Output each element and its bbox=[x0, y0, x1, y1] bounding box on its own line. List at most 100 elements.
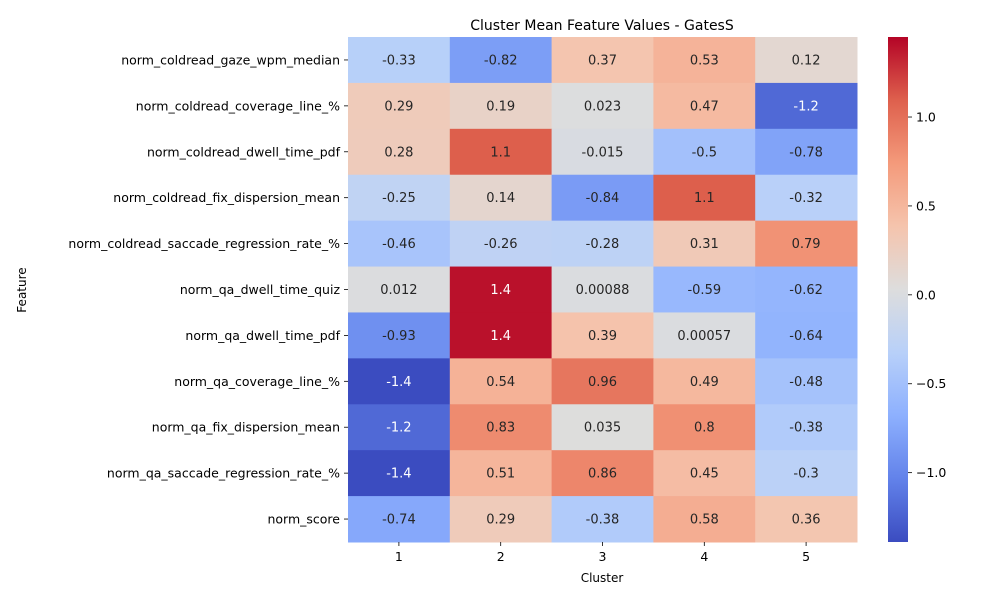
cell-value-label: 0.51 bbox=[486, 467, 515, 482]
heatmap-cell bbox=[348, 82, 451, 130]
cell-value-label: -1.2 bbox=[386, 421, 411, 436]
heatmap-cell bbox=[449, 266, 553, 313]
heatmap-cell bbox=[653, 82, 756, 130]
heatmap-cell bbox=[653, 174, 756, 222]
heatmap-cell bbox=[348, 37, 451, 84]
heatmap-cell bbox=[653, 496, 756, 543]
colorbar-tick-label: −1.0 bbox=[916, 465, 946, 480]
cell-value-label: -1.4 bbox=[386, 375, 411, 390]
heatmap-cell bbox=[551, 174, 654, 222]
heatmap-cell bbox=[755, 496, 858, 543]
heatmap-cell bbox=[348, 450, 451, 497]
colorbar: 1.0 0.5 0.0 −0.5 −1.0 bbox=[888, 37, 946, 542]
cell-value-label: -1.2 bbox=[793, 99, 818, 114]
heatmap-cell bbox=[348, 312, 451, 359]
cell-value-label: -0.32 bbox=[789, 191, 823, 206]
cell-value-label: 0.29 bbox=[486, 513, 515, 528]
cell-value-label: -0.33 bbox=[382, 53, 416, 68]
heatmap-cell bbox=[449, 358, 553, 405]
heatmap-cell bbox=[449, 37, 553, 84]
heatmap-cell bbox=[449, 128, 553, 176]
cell-value-label: 0.012 bbox=[380, 283, 417, 298]
heatmap-cell bbox=[653, 128, 756, 176]
cell-value-label: 0.14 bbox=[486, 191, 515, 206]
heatmap-cell bbox=[551, 37, 654, 84]
cell-value-label: 0.36 bbox=[792, 513, 821, 528]
heatmap-cell bbox=[755, 220, 858, 268]
x-tick-label: 3 bbox=[599, 549, 607, 564]
x-tick-label: 5 bbox=[802, 549, 810, 564]
cell-value-label: 0.47 bbox=[690, 99, 719, 114]
heatmap-cell bbox=[551, 266, 654, 313]
heatmap-cell bbox=[449, 496, 553, 543]
cell-value-label: 0.035 bbox=[584, 421, 621, 436]
heatmap-cell bbox=[755, 37, 858, 84]
heatmap-cell bbox=[653, 266, 756, 313]
y-tick-label: norm_coldread_dwell_time_pdf bbox=[147, 144, 341, 159]
heatmap-cell bbox=[653, 358, 756, 405]
heatmap-cell bbox=[348, 496, 451, 543]
heatmap-cell bbox=[449, 312, 553, 359]
cell-value-label: 0.37 bbox=[588, 53, 617, 68]
y-axis-label: Feature bbox=[15, 267, 29, 312]
cell-value-label: -0.48 bbox=[789, 375, 823, 390]
cell-value-label: 0.58 bbox=[690, 513, 719, 528]
y-tick-label: norm_coldread_coverage_line_% bbox=[136, 98, 340, 113]
cell-value-label: 0.00088 bbox=[576, 283, 630, 298]
cell-value-label: 0.53 bbox=[690, 53, 719, 68]
cell-value-label: 0.31 bbox=[690, 237, 719, 252]
heatmap-cell bbox=[551, 404, 654, 451]
cell-value-label: -0.82 bbox=[484, 53, 518, 68]
heatmap-cell bbox=[551, 358, 654, 405]
heatmap-cell bbox=[449, 220, 553, 268]
y-tick-label: norm_coldread_gaze_wpm_median bbox=[121, 52, 340, 67]
heatmap-cell bbox=[348, 404, 451, 451]
heatmap-cell bbox=[449, 82, 553, 130]
heatmap-cell bbox=[551, 496, 654, 543]
y-tick-labels: norm_coldread_gaze_wpm_median norm_coldre… bbox=[68, 52, 348, 527]
colorbar-tick-label: 0.0 bbox=[916, 287, 936, 302]
heatmap-cell bbox=[755, 128, 858, 176]
x-tick-label: 1 bbox=[395, 549, 403, 564]
cell-value-label: 0.29 bbox=[384, 99, 413, 114]
heatmap-cell bbox=[449, 404, 553, 451]
colorbar-gradient bbox=[888, 37, 908, 542]
y-tick-label: norm_coldread_saccade_regression_rate_% bbox=[68, 236, 340, 251]
heatmap-cell bbox=[755, 174, 858, 222]
cell-value-label: 0.28 bbox=[384, 145, 413, 160]
cell-value-label: -0.015 bbox=[582, 145, 624, 160]
cell-value-label: 0.00057 bbox=[677, 329, 731, 344]
heatmap-cell bbox=[348, 174, 451, 222]
y-tick-label: norm_coldread_fix_dispersion_mean bbox=[113, 190, 340, 205]
cell-value-label: 0.96 bbox=[588, 375, 617, 390]
heatmap-cell bbox=[551, 128, 654, 176]
cell-value-label: 1.4 bbox=[490, 283, 511, 298]
y-tick-label: norm_qa_dwell_time_pdf bbox=[185, 328, 340, 343]
x-tick-label: 4 bbox=[700, 549, 708, 564]
y-tick-label: norm_qa_coverage_line_% bbox=[174, 374, 340, 389]
heatmap-cell bbox=[755, 312, 858, 359]
cell-value-label: 0.12 bbox=[792, 53, 821, 68]
heatmap-cell bbox=[755, 404, 858, 451]
heatmap-cell bbox=[348, 266, 451, 313]
cell-value-label: -0.26 bbox=[484, 237, 518, 252]
cell-value-label: 0.39 bbox=[588, 329, 617, 344]
heatmap-cell bbox=[653, 404, 756, 451]
cell-value-label: -0.38 bbox=[789, 421, 823, 436]
cell-value-label: 1.4 bbox=[490, 329, 511, 344]
cell-value-label: -0.59 bbox=[687, 283, 721, 298]
colorbar-tick-label: −0.5 bbox=[916, 376, 946, 391]
heatmap-cells: -0.33 -0.82 0.37 0.53 0.12 0.29 0.19 0.023 0.47 -… bbox=[348, 37, 858, 543]
colorbar-tick-label: 1.0 bbox=[916, 110, 936, 125]
cell-value-label: -1.4 bbox=[386, 467, 411, 482]
cell-value-label: -0.38 bbox=[586, 513, 620, 528]
cell-value-label: 0.79 bbox=[792, 237, 821, 252]
x-tick-labels: 1 2 3 4 5 bbox=[395, 542, 810, 564]
cell-value-label: -0.78 bbox=[789, 145, 823, 160]
heatmap-cell bbox=[348, 128, 451, 176]
cell-value-label: -0.62 bbox=[789, 283, 823, 298]
cell-value-label: -0.64 bbox=[789, 329, 823, 344]
cell-value-label: -0.5 bbox=[692, 145, 717, 160]
x-tick-label: 2 bbox=[497, 549, 505, 564]
